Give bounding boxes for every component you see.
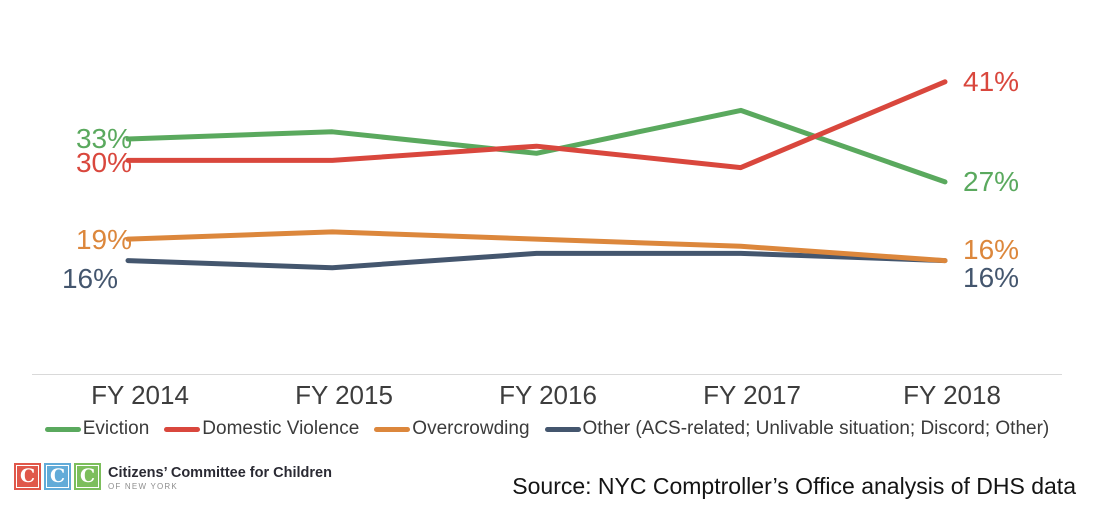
series-line-2 bbox=[125, 229, 948, 264]
data-label-other-fy2018: 16% bbox=[963, 262, 1020, 293]
series-line-1 bbox=[125, 79, 948, 171]
logo-letter: C bbox=[79, 465, 96, 487]
legend-item-overcrowding: Overcrowding bbox=[374, 418, 530, 440]
ccc-logo-text: Citizens’ Committee for Children OF NEW … bbox=[108, 463, 332, 492]
legend-item-other: Other (ACS-related; Unlivable situation;… bbox=[544, 418, 1050, 440]
x-axis-label-fy2014: FY 2014 bbox=[91, 380, 189, 410]
data-label-eviction-fy2014: 33% bbox=[75, 123, 132, 154]
ccc-logo-block-green: C bbox=[74, 463, 101, 490]
legend-item-eviction: Eviction bbox=[44, 418, 150, 440]
legend-label-overcrowding: Overcrowding bbox=[412, 418, 530, 439]
legend-swatch-other bbox=[544, 426, 581, 432]
legend-item-domestic-violence: Domestic Violence bbox=[164, 418, 359, 440]
legend-swatch-eviction bbox=[44, 426, 81, 432]
ccc-logo-block-red: C bbox=[14, 463, 41, 490]
x-axis-label-fy2015: FY 2015 bbox=[295, 380, 393, 410]
ccc-logo-block-blue: C bbox=[44, 463, 71, 490]
legend-label-eviction: Eviction bbox=[82, 418, 150, 439]
ccc-logo-blocks: C C C bbox=[14, 463, 101, 490]
legend-swatch-overcrowding bbox=[374, 426, 411, 432]
ccc-logo: C C C Citizens’ Committee for Children O… bbox=[14, 463, 332, 492]
logo-letter: C bbox=[19, 465, 36, 487]
legend-label-other: Other (ACS-related; Unlivable situation;… bbox=[582, 418, 1050, 439]
data-label-domestic-violence-fy2018: 41% bbox=[963, 66, 1020, 97]
data-label-overcrowding-fy2018: 16% bbox=[963, 234, 1020, 265]
x-axis-label-fy2017: FY 2017 bbox=[703, 380, 801, 410]
data-label-other-fy2014: 16% bbox=[61, 263, 118, 294]
source-text: Source: NYC Comptroller’s Office analysi… bbox=[512, 473, 1076, 499]
data-label-domestic-violence-fy2014: 30% bbox=[75, 147, 132, 178]
legend: Eviction Domestic Violence Overcrowding … bbox=[0, 418, 1094, 440]
org-subtitle: OF NEW YORK bbox=[108, 482, 178, 491]
logo-letter: C bbox=[49, 465, 66, 487]
series-line-3 bbox=[125, 250, 948, 271]
x-axis-label-fy2016: FY 2016 bbox=[499, 380, 597, 410]
data-label-eviction-fy2018: 27% bbox=[963, 166, 1020, 197]
legend-label-domestic-violence: Domestic Violence bbox=[202, 418, 360, 439]
data-label-overcrowding-fy2014: 19% bbox=[75, 224, 132, 255]
org-name: Citizens’ Committee for Children bbox=[108, 465, 332, 481]
line-chart bbox=[125, 79, 948, 271]
x-axis-label-fy2018: FY 2018 bbox=[903, 380, 1001, 410]
x-axis-line bbox=[32, 374, 1062, 375]
legend-swatch-domestic-violence bbox=[164, 426, 201, 432]
series-line-0 bbox=[125, 107, 948, 185]
